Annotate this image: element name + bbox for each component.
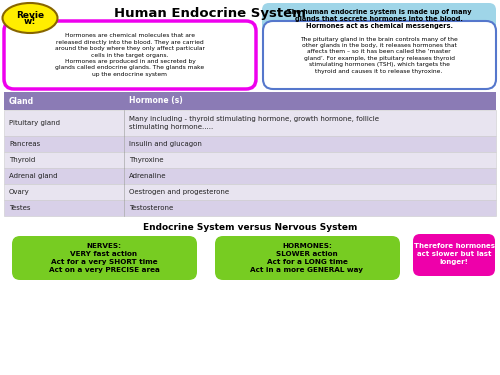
- Text: Oestrogen and progesterone: Oestrogen and progesterone: [129, 189, 229, 195]
- FancyBboxPatch shape: [215, 236, 400, 280]
- Bar: [4, 92, 496, 110]
- Bar: [4, 110, 496, 136]
- Text: Adrenaline: Adrenaline: [129, 173, 166, 179]
- Text: Testosterone: Testosterone: [129, 205, 174, 211]
- Text: Thyroid: Thyroid: [9, 157, 35, 163]
- Text: Adrenal gland: Adrenal gland: [9, 173, 58, 179]
- Ellipse shape: [2, 3, 58, 33]
- FancyBboxPatch shape: [262, 3, 496, 35]
- FancyBboxPatch shape: [4, 21, 256, 89]
- Text: Gland: Gland: [9, 96, 34, 105]
- Text: Endocrine System versus Nervous System: Endocrine System versus Nervous System: [143, 224, 357, 232]
- FancyBboxPatch shape: [413, 234, 495, 276]
- Text: Therefore hormones
act slower but last
longer!: Therefore hormones act slower but last l…: [414, 243, 494, 265]
- Text: The pituitary gland in the brain controls many of the
other glands in the body, : The pituitary gland in the brain control…: [300, 36, 458, 74]
- Text: Many including - thyroid stimulating hormone, growth hormone, follicle
stimulati: Many including - thyroid stimulating hor…: [129, 116, 379, 130]
- Text: Insulin and glucagon: Insulin and glucagon: [129, 141, 202, 147]
- Bar: [4, 152, 496, 168]
- Text: Pancreas: Pancreas: [9, 141, 40, 147]
- Bar: [4, 136, 496, 152]
- Text: Human Endocrine System: Human Endocrine System: [114, 6, 306, 20]
- Text: Revie: Revie: [16, 10, 44, 20]
- Text: HORMONES:
SLOWER action
Act for a LONG time
Act in a more GENERAL way: HORMONES: SLOWER action Act for a LONG t…: [250, 243, 364, 273]
- FancyBboxPatch shape: [263, 21, 496, 89]
- Text: Hormones are chemical molecules that are
released directly into the blood. They : Hormones are chemical molecules that are…: [55, 33, 205, 77]
- Text: Hormone (s): Hormone (s): [129, 96, 183, 105]
- Bar: [4, 184, 496, 200]
- Text: The human endocrine system is made up of many
glands that secrete hormones into : The human endocrine system is made up of…: [286, 9, 472, 29]
- Bar: [4, 168, 496, 184]
- Text: Testes: Testes: [9, 205, 30, 211]
- Text: Pituitary gland: Pituitary gland: [9, 120, 60, 126]
- Text: Ovary: Ovary: [9, 189, 30, 195]
- FancyBboxPatch shape: [12, 236, 197, 280]
- Text: Thyroxine: Thyroxine: [129, 157, 164, 163]
- Text: w!: w!: [24, 18, 36, 27]
- Bar: [4, 200, 496, 216]
- Text: NERVES:
VERY fast action
Act for a very SHORT time
Act on a very PRECISE area: NERVES: VERY fast action Act for a very …: [48, 243, 160, 273]
